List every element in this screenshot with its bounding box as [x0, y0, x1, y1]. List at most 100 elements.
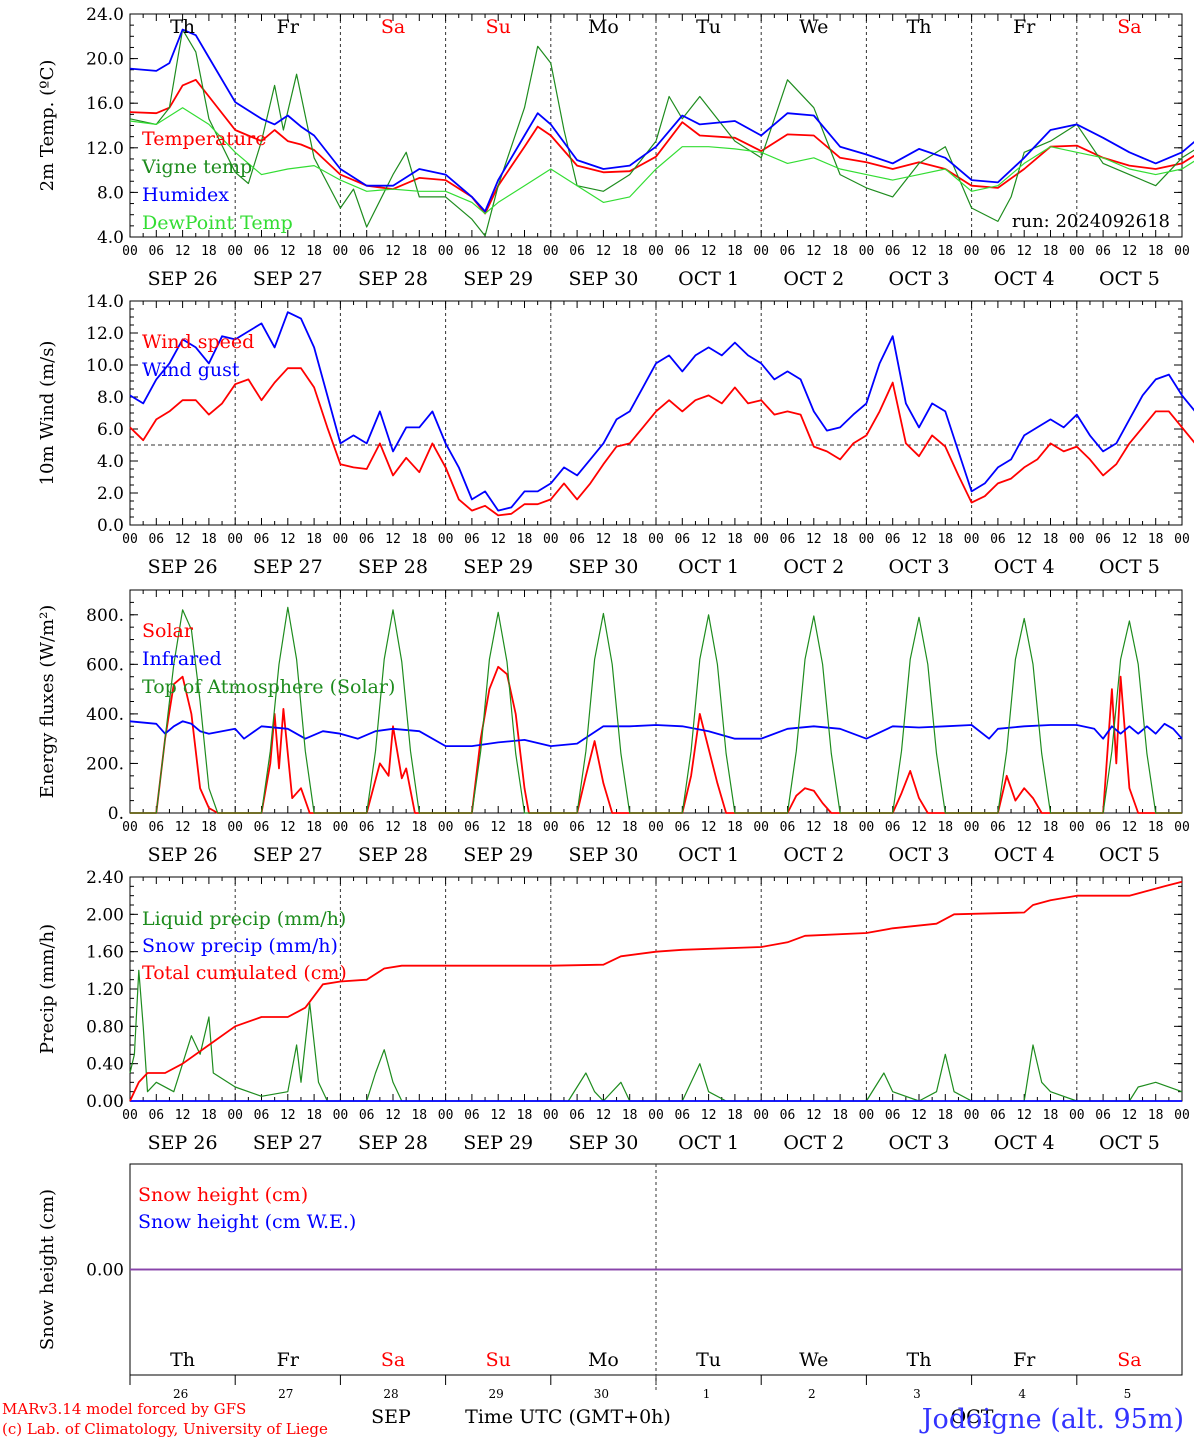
hour-tick-label: 12 [1016, 244, 1032, 259]
y-axis-label: Snow height (cm) [37, 1189, 58, 1350]
hour-tick-label: 06 [990, 1108, 1006, 1123]
hour-tick-label: 06 [885, 1108, 901, 1123]
hour-tick-label: 00 [1069, 244, 1085, 259]
hour-tick-label: 06 [674, 1108, 690, 1123]
day-name: Sa [381, 16, 405, 38]
hour-tick-label: 00 [122, 1108, 138, 1123]
hour-tick-label: 18 [1148, 1108, 1164, 1123]
legend-entry: Infrared [142, 648, 222, 670]
series-line [129, 311, 1194, 512]
hour-tick-label: 12 [175, 1108, 191, 1123]
hour-tick-label: 00 [753, 532, 769, 547]
hour-tick-label: 06 [254, 532, 270, 547]
hour-tick-label: 12 [385, 820, 401, 835]
hour-tick-label: 06 [569, 244, 585, 259]
hour-tick-label: 00 [543, 820, 559, 835]
day-name: Th [907, 16, 932, 38]
day-name: Mo [588, 16, 619, 38]
hour-tick-label: 12 [806, 820, 822, 835]
y-tick-label: 24.0 [86, 5, 124, 25]
hour-tick-label: 06 [254, 1108, 270, 1123]
series-line [130, 606, 1182, 814]
hour-tick-label: 12 [385, 532, 401, 547]
hour-tick-label: 18 [1148, 244, 1164, 259]
hour-tick-label: 18 [622, 820, 638, 835]
date-label: SEP 28 [358, 556, 428, 578]
hour-tick-label: 18 [622, 532, 638, 547]
date-label: OCT 3 [889, 1132, 950, 1154]
hour-tick-label: 12 [806, 1108, 822, 1123]
date-label: SEP 28 [358, 268, 428, 290]
y-tick-label: 1.60 [86, 943, 124, 963]
hour-tick-label: 12 [175, 820, 191, 835]
y-axis-label: 2m Temp. (ºC) [37, 60, 58, 192]
hour-tick-label: 12 [1016, 532, 1032, 547]
hour-tick-label: 00 [333, 244, 349, 259]
day-name: Sa [1117, 1349, 1141, 1371]
hour-tick-label: 06 [885, 244, 901, 259]
series-line [129, 78, 1194, 215]
series-line [129, 28, 1194, 213]
date-label: SEP 26 [148, 844, 218, 866]
hour-tick-label: 18 [727, 244, 743, 259]
hour-tick-label: 06 [359, 532, 375, 547]
hour-tick-label: 00 [1069, 1108, 1085, 1123]
y-tick-label: 2.00 [86, 905, 124, 925]
hour-tick-label: 18 [622, 1108, 638, 1123]
day-name: Fr [1013, 1349, 1036, 1371]
legend-entry: DewPoint Temp [142, 212, 293, 234]
hour-tick-label: 00 [648, 244, 664, 259]
day-name: Su [486, 1349, 511, 1371]
date-label: SEP 30 [568, 556, 638, 578]
hour-tick-label: 00 [227, 1108, 243, 1123]
hour-tick-label: 18 [937, 820, 953, 835]
hour-tick-label: 12 [490, 532, 506, 547]
hour-tick-label: 12 [596, 820, 612, 835]
date-label: SEP 26 [148, 556, 218, 578]
hour-tick-label: 12 [280, 820, 296, 835]
hour-tick-label: 18 [306, 1108, 322, 1123]
hour-tick-label: 12 [1016, 820, 1032, 835]
hour-tick-label: 00 [333, 532, 349, 547]
hour-tick-label: 12 [596, 1108, 612, 1123]
hour-tick-label: 18 [411, 244, 427, 259]
legend-entry: Snow height (cm) [138, 1184, 308, 1206]
hour-tick-label: 00 [964, 820, 980, 835]
hour-tick-label: 06 [464, 532, 480, 547]
hour-tick-label: 06 [674, 532, 690, 547]
series-line [129, 107, 1194, 215]
day-number: 1 [703, 1387, 711, 1401]
hour-tick-label: 12 [1122, 532, 1138, 547]
y-tick-label: 8.0 [97, 388, 124, 408]
day-name: Mo [588, 1349, 619, 1371]
day-name: Tu [696, 1349, 721, 1371]
hour-tick-label: 18 [517, 1108, 533, 1123]
hour-tick-label: 00 [122, 820, 138, 835]
hour-tick-label: 00 [648, 1108, 664, 1123]
hour-tick-label: 12 [701, 532, 717, 547]
hour-tick-label: 00 [648, 820, 664, 835]
series-line [129, 720, 1183, 747]
hour-tick-label: 06 [1095, 532, 1111, 547]
hour-tick-label: 12 [911, 244, 927, 259]
date-label: SEP 28 [358, 1132, 428, 1154]
y-tick-label: 6.0 [97, 420, 124, 440]
y-tick-label: 0.0 [97, 516, 124, 536]
hour-tick-label: 00 [1174, 244, 1190, 259]
y-tick-label: 600. [86, 655, 124, 675]
y-tick-label: 8.0 [97, 183, 124, 203]
month-label-sep: SEP [371, 1406, 411, 1428]
y-tick-label: 0.00 [86, 1092, 124, 1112]
date-label: OCT 4 [994, 556, 1055, 578]
day-name: Th [907, 1349, 932, 1371]
hour-tick-label: 06 [148, 244, 164, 259]
hour-tick-label: 18 [832, 532, 848, 547]
hour-tick-label: 00 [964, 1108, 980, 1123]
hour-tick-label: 18 [1148, 820, 1164, 835]
date-label: OCT 1 [678, 556, 739, 578]
date-label: OCT 2 [783, 268, 844, 290]
hour-tick-label: 18 [1148, 532, 1164, 547]
date-label: SEP 27 [253, 556, 323, 578]
y-tick-label: 0.80 [86, 1017, 124, 1037]
